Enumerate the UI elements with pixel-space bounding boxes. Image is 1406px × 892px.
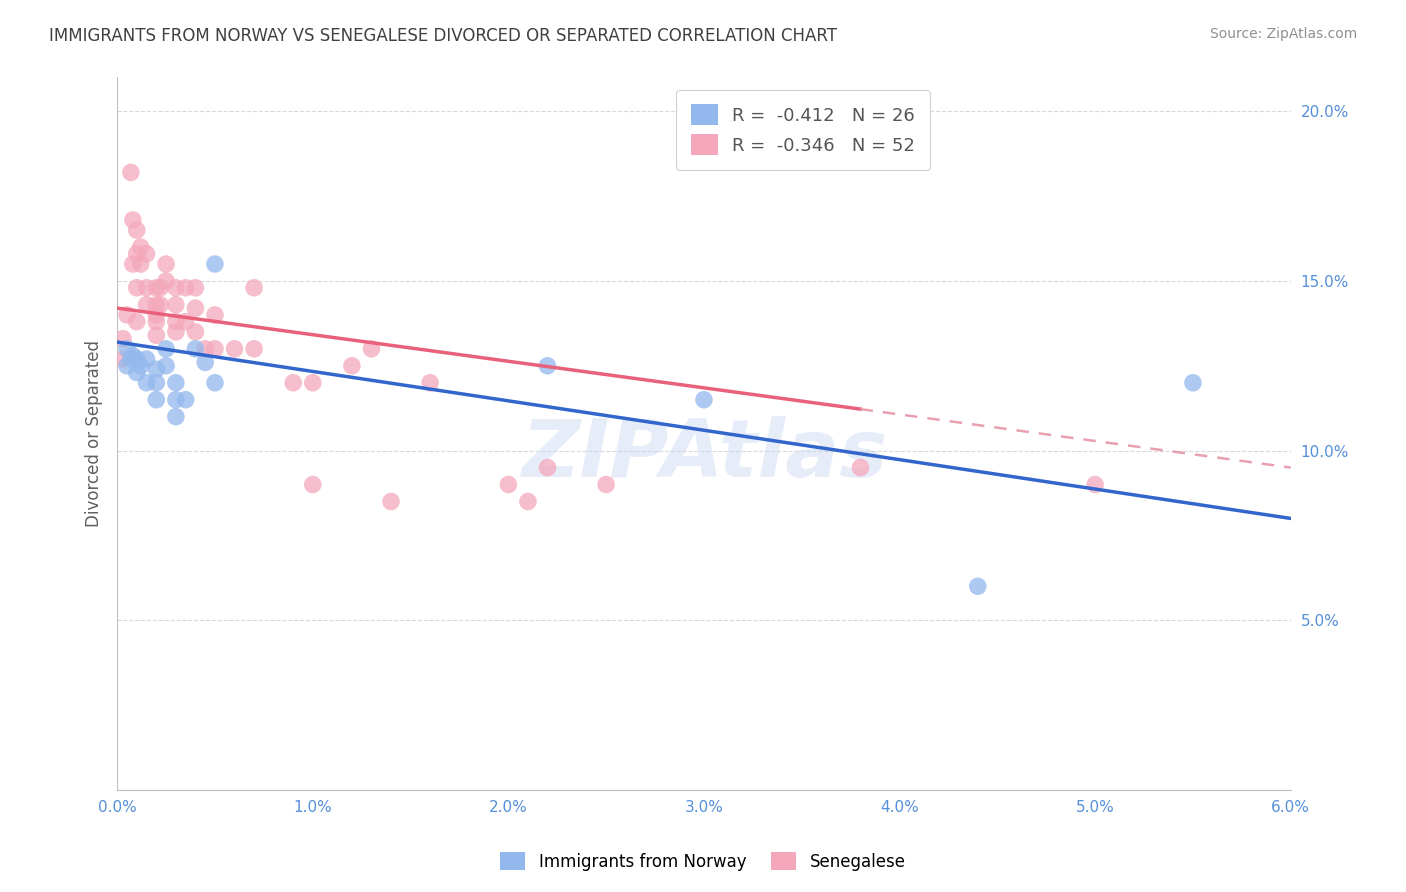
Point — [125, 223, 148, 237]
Point — [135, 351, 157, 366]
Point — [419, 376, 441, 390]
Point — [536, 359, 558, 373]
Point — [194, 342, 217, 356]
Point — [115, 359, 138, 373]
Point — [536, 460, 558, 475]
Point — [380, 494, 402, 508]
Point — [174, 392, 197, 407]
Point — [1181, 376, 1204, 390]
Point — [184, 342, 207, 356]
Point — [135, 298, 157, 312]
Point — [145, 298, 167, 312]
Point — [125, 247, 148, 261]
Point — [301, 477, 323, 491]
Point — [165, 409, 187, 424]
Point — [204, 376, 226, 390]
Point — [301, 376, 323, 390]
Point — [184, 281, 207, 295]
Point — [243, 281, 266, 295]
Y-axis label: Divorced or Separated: Divorced or Separated — [86, 340, 103, 527]
Point — [121, 213, 143, 227]
Point — [243, 342, 266, 356]
Point — [155, 274, 177, 288]
Point — [129, 359, 152, 373]
Point — [174, 281, 197, 295]
Point — [194, 355, 217, 369]
Legend: R =  -0.412   N = 26, R =  -0.346   N = 52: R = -0.412 N = 26, R = -0.346 N = 52 — [676, 90, 929, 169]
Point — [112, 332, 135, 346]
Point — [145, 362, 167, 376]
Point — [149, 281, 172, 295]
Point — [360, 342, 382, 356]
Point — [145, 315, 167, 329]
Point — [165, 315, 187, 329]
Point — [155, 359, 177, 373]
Text: Source: ZipAtlas.com: Source: ZipAtlas.com — [1209, 27, 1357, 41]
Point — [165, 281, 187, 295]
Point — [155, 257, 177, 271]
Point — [516, 494, 538, 508]
Point — [165, 376, 187, 390]
Point — [129, 240, 152, 254]
Point — [120, 165, 142, 179]
Point — [145, 328, 167, 343]
Point — [498, 477, 520, 491]
Point — [145, 308, 167, 322]
Point — [595, 477, 617, 491]
Point — [135, 281, 157, 295]
Legend: Immigrants from Norway, Senegalese: Immigrants from Norway, Senegalese — [492, 844, 914, 880]
Point — [165, 298, 187, 312]
Point — [125, 281, 148, 295]
Point — [135, 247, 157, 261]
Point — [204, 308, 226, 322]
Point — [121, 349, 143, 363]
Point — [165, 392, 187, 407]
Point — [165, 325, 187, 339]
Point — [1084, 477, 1107, 491]
Point — [145, 376, 167, 390]
Point — [184, 301, 207, 315]
Point — [283, 376, 305, 390]
Point — [125, 315, 148, 329]
Point — [204, 257, 226, 271]
Point — [125, 366, 148, 380]
Point — [204, 342, 226, 356]
Point — [121, 257, 143, 271]
Point — [120, 351, 142, 366]
Point — [135, 376, 157, 390]
Text: ZIPAtlas: ZIPAtlas — [520, 416, 887, 494]
Point — [112, 351, 135, 366]
Point — [145, 392, 167, 407]
Point — [149, 298, 172, 312]
Point — [125, 351, 148, 366]
Point — [129, 257, 152, 271]
Point — [693, 392, 716, 407]
Point — [966, 579, 988, 593]
Point — [115, 308, 138, 322]
Text: IMMIGRANTS FROM NORWAY VS SENEGALESE DIVORCED OR SEPARATED CORRELATION CHART: IMMIGRANTS FROM NORWAY VS SENEGALESE DIV… — [49, 27, 837, 45]
Point — [155, 342, 177, 356]
Point — [174, 315, 197, 329]
Point — [340, 359, 363, 373]
Point — [145, 281, 167, 295]
Point — [184, 325, 207, 339]
Point — [224, 342, 246, 356]
Point — [115, 342, 138, 356]
Point — [849, 460, 872, 475]
